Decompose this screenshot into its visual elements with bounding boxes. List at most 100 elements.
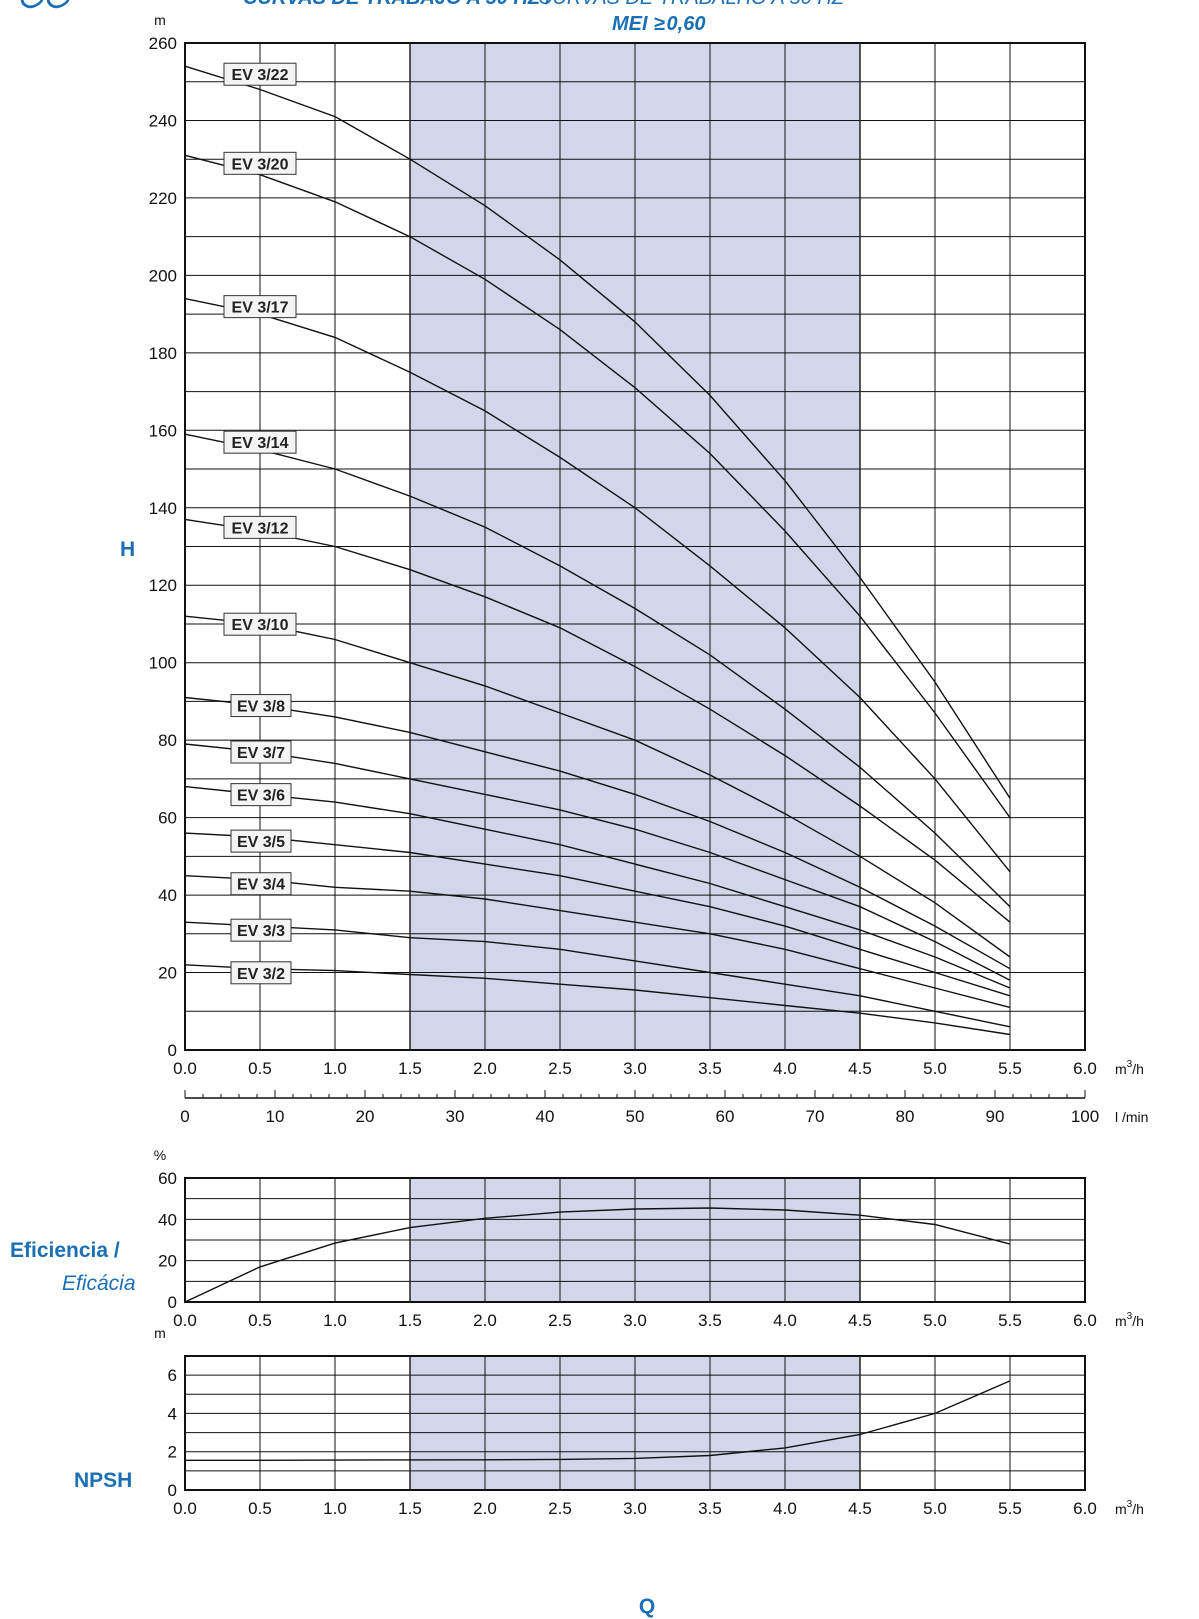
- lmin-tick-label: 90: [986, 1107, 1005, 1126]
- y-tick-label: 200: [149, 266, 177, 285]
- y-tick-label: 6: [168, 1366, 177, 1385]
- curve-label-ev-3-7: EV 3/7: [230, 740, 292, 764]
- x-tick-label: 4.0: [773, 1059, 797, 1078]
- x-tick-label: 6.0: [1073, 1311, 1097, 1330]
- curve-label-text: EV 3/8: [237, 699, 285, 716]
- x-tick-label: 1.0: [323, 1059, 347, 1078]
- curve-label-text: EV 3/6: [237, 788, 285, 805]
- curve-label-box: [223, 295, 297, 319]
- y-tick-label: 60: [158, 809, 177, 828]
- curve-label-box: [230, 872, 292, 896]
- curve-label-box: [230, 694, 292, 718]
- lmin-tick-label: 10: [266, 1107, 285, 1126]
- x-tick-label: 1.5: [398, 1311, 422, 1330]
- x-tick-label: 1.5: [398, 1059, 422, 1078]
- x-tick-label: 2.0: [473, 1499, 497, 1518]
- curve-ev-3-20: [184, 154, 1011, 819]
- x-tick-label: 2.5: [548, 1059, 572, 1078]
- curve-series-0: [185, 1380, 1011, 1461]
- x-unit-superscript: 3: [1127, 1311, 1133, 1322]
- curve-ev-3-6: [184, 785, 1011, 989]
- y-tick-label: 260: [149, 34, 177, 53]
- curve-label-text: EV 3/2: [237, 966, 285, 983]
- curve-label-text: EV 3/7: [237, 745, 285, 762]
- curve-label-box: [230, 740, 292, 764]
- curve-ev-3-4: [184, 875, 1011, 1009]
- y-tick-label: 40: [158, 886, 177, 905]
- y-tick-label: 140: [149, 499, 177, 518]
- x-tick-label: 0.5: [248, 1499, 272, 1518]
- curve-label-ev-3-20: EV 3/20: [223, 151, 297, 175]
- curve-label-ev-3-14: EV 3/14: [223, 430, 297, 454]
- curve-label-box: [223, 515, 297, 539]
- head-axis-title: H: [120, 538, 135, 561]
- curve-label-box: [223, 430, 297, 454]
- curve-label-ev-3-5: EV 3/5: [230, 829, 292, 853]
- x-tick-label: 2.0: [473, 1059, 497, 1078]
- curve-label-text: EV 3/3: [237, 923, 285, 940]
- curve-label-ev-3-6: EV 3/6: [230, 783, 292, 807]
- curve-label-text: EV 3/12: [232, 520, 289, 537]
- curve-ev-3-14: [184, 433, 1011, 908]
- y-tick-label: 2: [168, 1443, 177, 1462]
- curve-label-ev-3-3: EV 3/3: [230, 918, 292, 942]
- x-tick-label: 3.5: [698, 1311, 722, 1330]
- x-tick-label: 6.0: [1073, 1499, 1097, 1518]
- curve-label-ev-3-10: EV 3/10: [223, 612, 297, 636]
- x-tick-label: 6.0: [1073, 1059, 1097, 1078]
- lmin-tick-label: 0: [180, 1107, 189, 1126]
- y-tick-label: 0: [168, 1293, 177, 1312]
- x-unit-label: m3/h: [1115, 1059, 1144, 1077]
- curve-ev-3-3: [184, 921, 1011, 1028]
- x-tick-label: 0.0: [173, 1059, 197, 1078]
- curve-label-text: EV 3/4: [237, 877, 285, 894]
- curve-label-box: [223, 151, 297, 175]
- x-tick-label: 5.0: [923, 1059, 947, 1078]
- x-tick-label: 4.5: [848, 1059, 872, 1078]
- y-tick-label: 80: [158, 731, 177, 750]
- curve-ev-3-10: [184, 615, 1011, 958]
- x-tick-label: 5.0: [923, 1499, 947, 1518]
- lmin-tick-label: 30: [446, 1107, 465, 1126]
- y-tick-label: 4: [168, 1404, 177, 1423]
- mei-value: 0,60: [667, 13, 706, 35]
- efficiency-panel: 0 20 40 60% 0.0 0.5 1.0 1.5 2.0 2.5 3.0 3.5 4.0 4.5 5.…: [154, 1147, 1144, 1330]
- curve-label-text: EV 3/20: [232, 156, 289, 173]
- efficacia-axis-title: Eficácia: [62, 1272, 136, 1295]
- x-tick-label: 2.5: [548, 1311, 572, 1330]
- x-tick-label: 0.0: [173, 1311, 197, 1330]
- x-tick-label: 5.5: [998, 1499, 1022, 1518]
- header: ◡◡ CURVAS DE TRABAJO A 50 HZ / CURVAS DE…: [18, 0, 845, 35]
- curve-ev-3-17: [184, 297, 1011, 873]
- mei-sign: ≥: [654, 13, 665, 35]
- x-unit-label: m3/h: [1115, 1499, 1144, 1517]
- y-tick-label: 0: [168, 1481, 177, 1500]
- x-tick-label: 5.5: [998, 1059, 1022, 1078]
- y-unit-label: m: [154, 12, 166, 28]
- npsh-panel: 0 2 4 6 m 0.0 0.5 1.0 1.5 2.0 2.5 3.0 3.5 4.0 4.5 5.0 5.…: [154, 1325, 1144, 1518]
- header-title-bold: CURVAS DE TRABAJO A 50 HZ /: [243, 0, 554, 9]
- x-unit-superscript: 3: [1127, 1059, 1133, 1070]
- x-tick-label: 1.0: [323, 1499, 347, 1518]
- y-tick-label: 160: [149, 421, 177, 440]
- x-tick-label: 0.5: [248, 1059, 272, 1078]
- y-tick-label: 220: [149, 189, 177, 208]
- x-unit-superscript: 3: [1127, 1499, 1133, 1510]
- y-tick-label: 20: [158, 1252, 177, 1271]
- x-tick-label: 2.0: [473, 1311, 497, 1330]
- x-tick-label: 5.0: [923, 1311, 947, 1330]
- x-tick-label: 4.0: [773, 1499, 797, 1518]
- curve-label-ev-3-12: EV 3/12: [223, 515, 297, 539]
- lmin-tick-label: 70: [806, 1107, 825, 1126]
- lmin-tick-label: 100: [1071, 1107, 1099, 1126]
- plot-frame: [184, 42, 1086, 1051]
- y-tick-label: 100: [149, 654, 177, 673]
- x-tick-label: 0.0: [173, 1499, 197, 1518]
- plot-frame: [184, 1355, 1086, 1491]
- curve-label-ev-3-17: EV 3/17: [223, 295, 297, 319]
- curve-label-box: [230, 918, 292, 942]
- y-tick-label: 0: [168, 1041, 177, 1060]
- efficiency-axis-title: Eficiencia /: [10, 1239, 120, 1262]
- lmin-tick-label: 40: [536, 1107, 555, 1126]
